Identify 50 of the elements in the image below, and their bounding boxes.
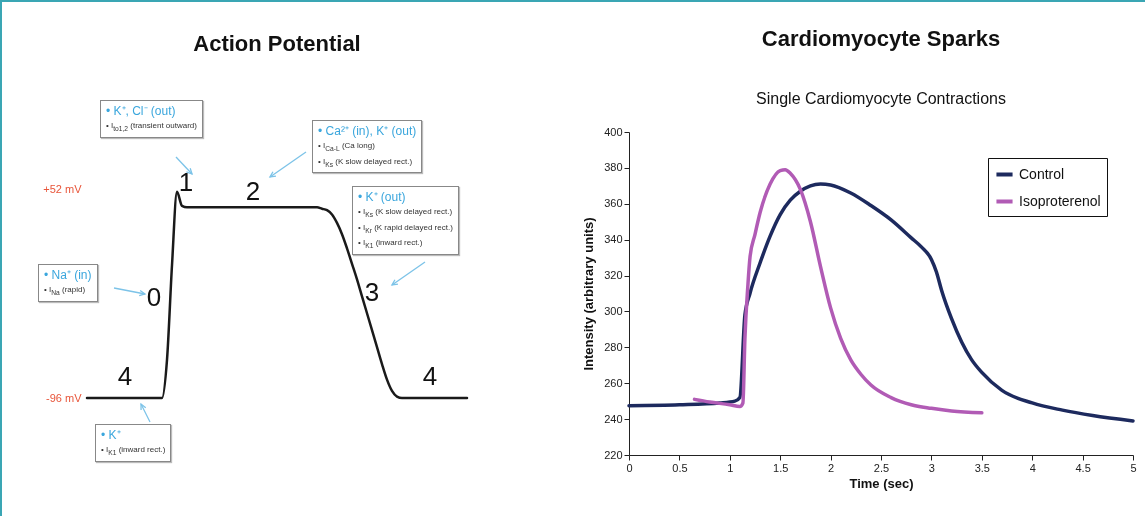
x-tick-label: 2 <box>828 461 835 474</box>
y-tick-label: 280 <box>604 340 623 353</box>
x-tick-label: 4 <box>1029 461 1036 474</box>
x-tick-label: 1.5 <box>773 461 789 474</box>
x-tick-label: 3 <box>928 461 935 474</box>
text: • K⁺ <box>101 427 122 443</box>
annotation: • K⁺ (out) <box>358 189 407 205</box>
text: • K⁺, Cl⁻ (out) <box>106 103 177 119</box>
text: • I$_{Ks}$ (K slow delayed rect.) <box>318 155 414 170</box>
annotation: • I$_{Kr}$ (K rapid delayed rect.) <box>358 221 453 236</box>
y-tick-label: +52 mV <box>43 182 83 195</box>
text: • I$_{to1,2}$ (transient outward) <box>106 120 197 134</box>
chart-subtitle: Single Cardiomyocyte Contractions <box>756 90 1006 107</box>
text: • I$_{Ca-L}$ (Ca long) <box>318 140 376 154</box>
annotation: 1 <box>178 166 194 198</box>
x-tick-label: 5 <box>1130 461 1137 474</box>
y-tick-label: 320 <box>604 269 623 282</box>
annotation: 3 <box>364 276 380 308</box>
annotation: • I$_{Ks}$ (K slow delayed rect.) <box>358 206 453 220</box>
chart-title: Action Potential <box>193 31 361 56</box>
x-tick-label: 0.5 <box>672 461 688 474</box>
text: • Ca²⁺ (in), K⁺ (out) <box>318 123 417 139</box>
legend-label: Control <box>1019 165 1065 182</box>
chart-title: Cardiomyocyte Sparks <box>761 26 1001 51</box>
annotation: 0 <box>146 281 162 313</box>
y-tick-label: 360 <box>604 197 623 210</box>
x-axis-title: Time (sec) <box>849 475 914 491</box>
y-tick-label: 220 <box>604 448 623 461</box>
y-tick-label: 400 <box>604 125 623 138</box>
annotation: • Na⁺ (in) <box>44 267 92 283</box>
annotation: 2 <box>245 175 261 207</box>
y-tick-label: 240 <box>604 412 623 425</box>
y-tick-label: 300 <box>604 304 623 317</box>
text: • I$_{K1}$ (inward rect.) <box>101 444 166 458</box>
x-tick-label: 2.5 <box>873 461 890 474</box>
x-tick-label: 1 <box>727 461 734 474</box>
x-tick-label: 3.5 <box>974 461 990 474</box>
annotation: • I$_{Na}$ (rapid) <box>44 284 87 298</box>
y-tick-label: 260 <box>604 376 623 389</box>
y-tick-label: 340 <box>604 233 623 246</box>
y-axis-title: Intensity (arbitrary units) <box>581 217 597 371</box>
annotation: 4 <box>117 360 133 392</box>
annotation: • I$_{K1}$ (inward rect.) <box>358 237 424 251</box>
x-tick-label: 0 <box>626 461 633 474</box>
legend-label: Isoproterenol <box>1019 192 1101 209</box>
line-series <box>692 167 984 415</box>
y-tick-label: -96 mV <box>46 391 83 404</box>
y-tick-label: 380 <box>604 161 623 174</box>
annotation: 4 <box>422 360 438 392</box>
x-tick-label: 4.5 <box>1075 461 1091 474</box>
